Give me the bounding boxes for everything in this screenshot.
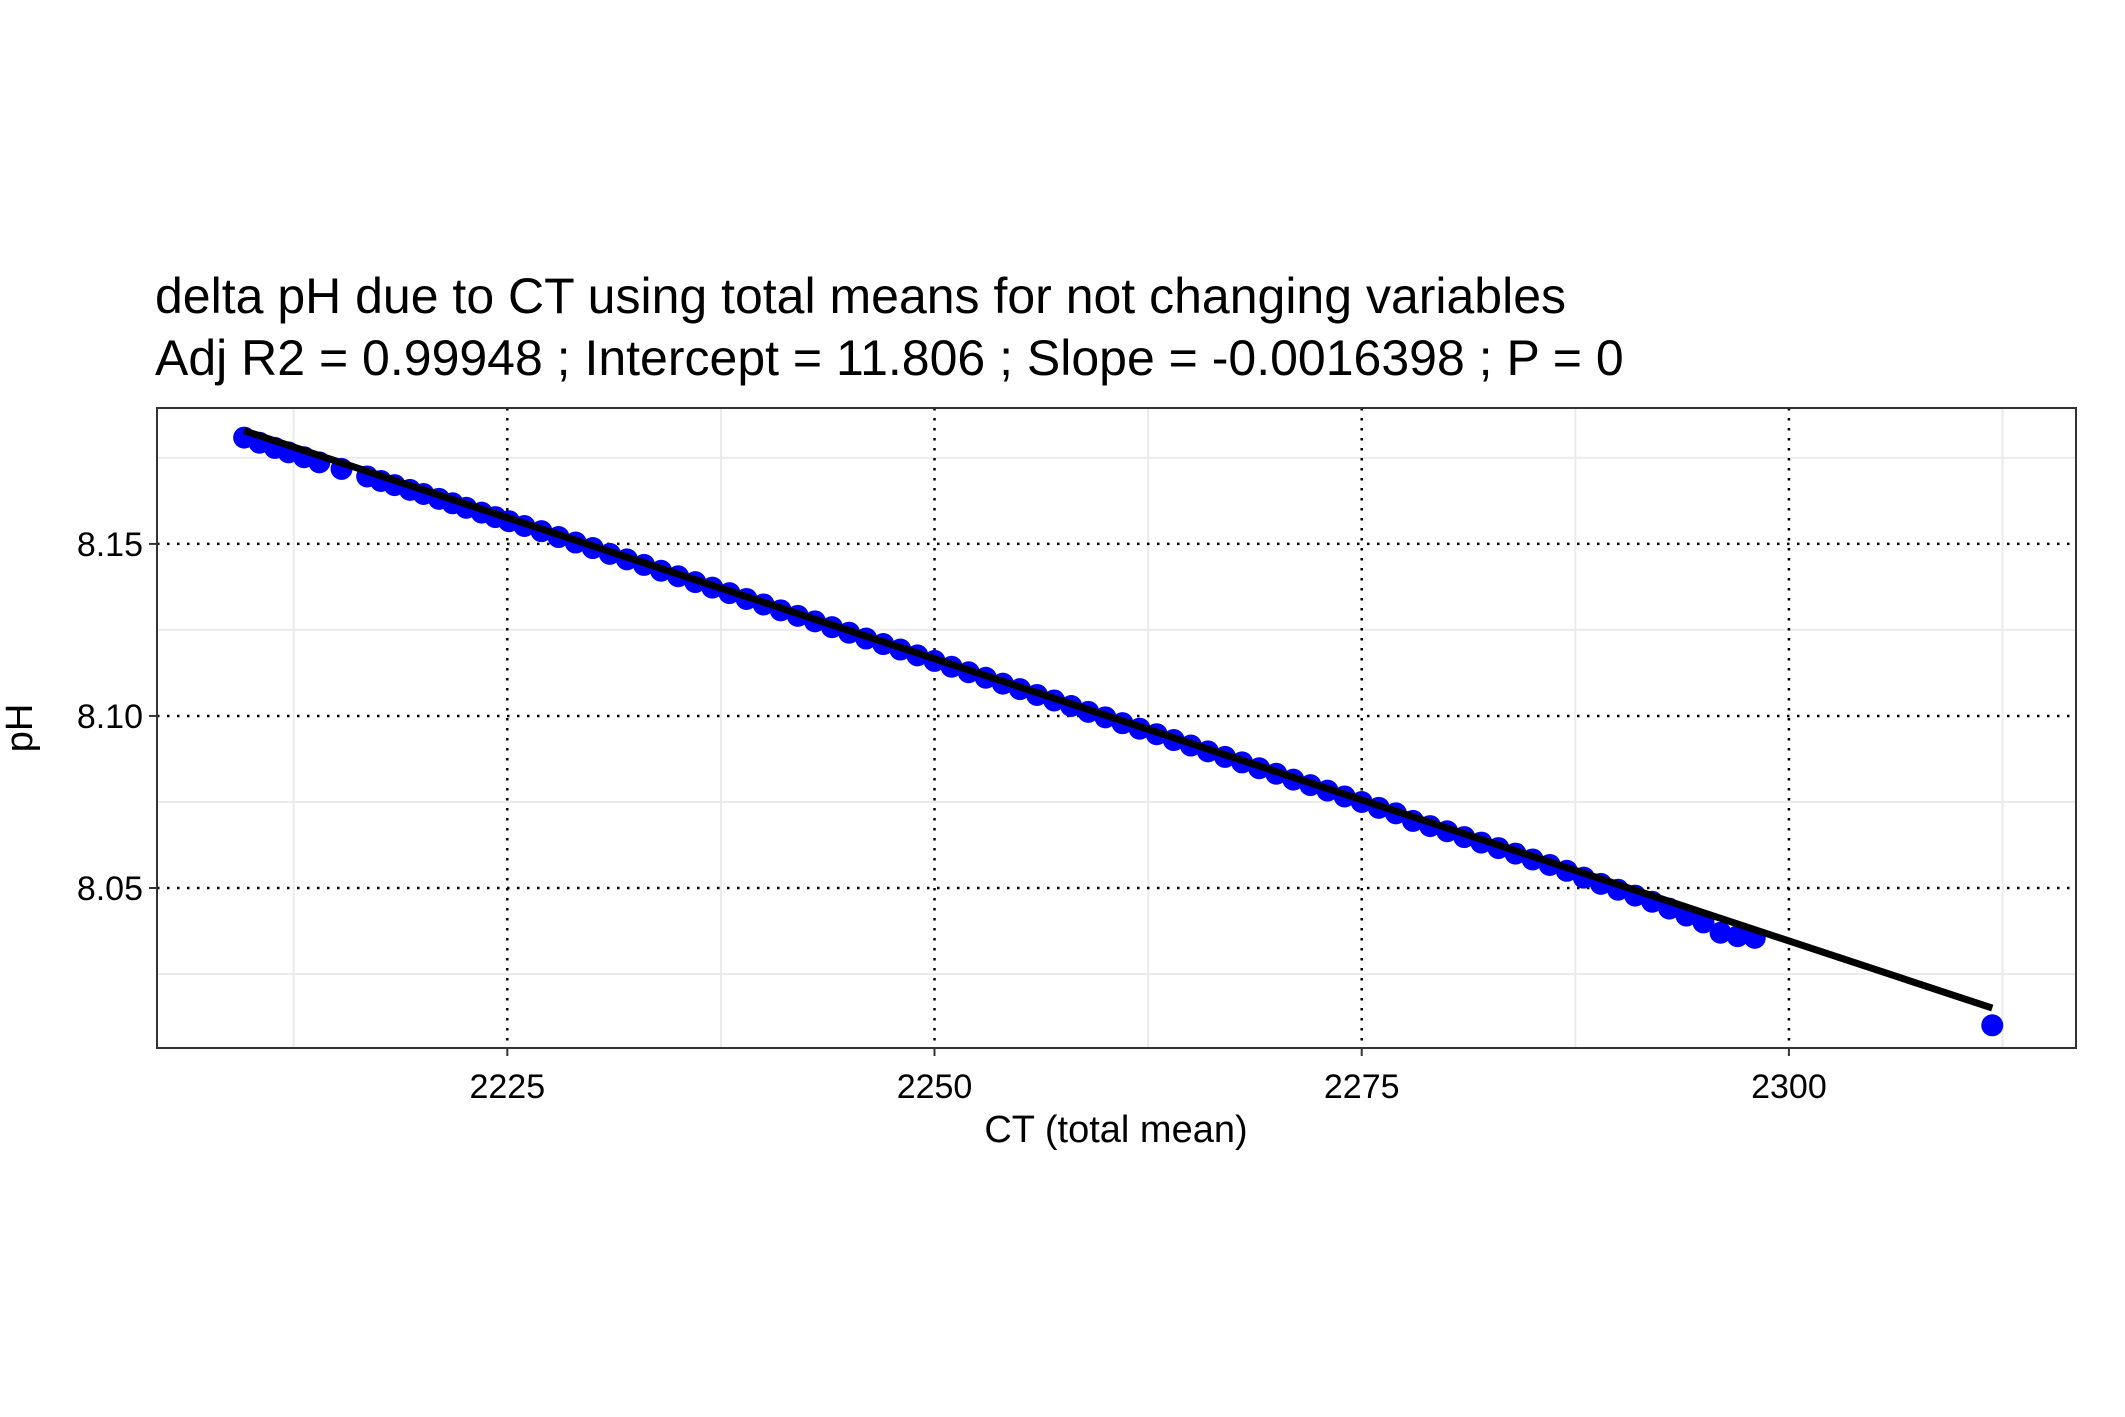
x-axis-title: CT (total mean)	[984, 1109, 1247, 1151]
data-point	[1981, 1014, 2004, 1037]
x-tick-label: 2225	[469, 1068, 545, 1106]
y-tick-label: 8.05	[77, 870, 143, 908]
minor-gridlines	[157, 408, 2076, 1048]
plot-panel-border	[156, 407, 2077, 1049]
data-point	[1709, 921, 1732, 944]
regression-line	[243, 427, 1994, 1012]
x-tick-label: 2275	[1324, 1068, 1400, 1106]
data-point	[1726, 925, 1749, 948]
y-tick-label: 8.10	[77, 698, 143, 736]
chart-title-block: delta pH due to CT using total means for…	[155, 265, 1624, 389]
y-axis-title: pH	[0, 704, 41, 753]
major-gridlines	[157, 408, 2076, 1048]
chart-title: delta pH due to CT using total means for…	[155, 268, 1567, 324]
x-tick-label: 2250	[897, 1068, 973, 1106]
chart-subtitle: Adj R2 = 0.99948 ; Intercept = 11.806 ; …	[155, 330, 1624, 386]
y-tick-label: 8.15	[77, 526, 143, 564]
x-axis-ticks: 2225 2250 2275 2300	[469, 1048, 1827, 1106]
y-axis-ticks: 8.05 8.10 8.15	[77, 526, 157, 908]
x-tick-label: 2300	[1751, 1068, 1827, 1106]
